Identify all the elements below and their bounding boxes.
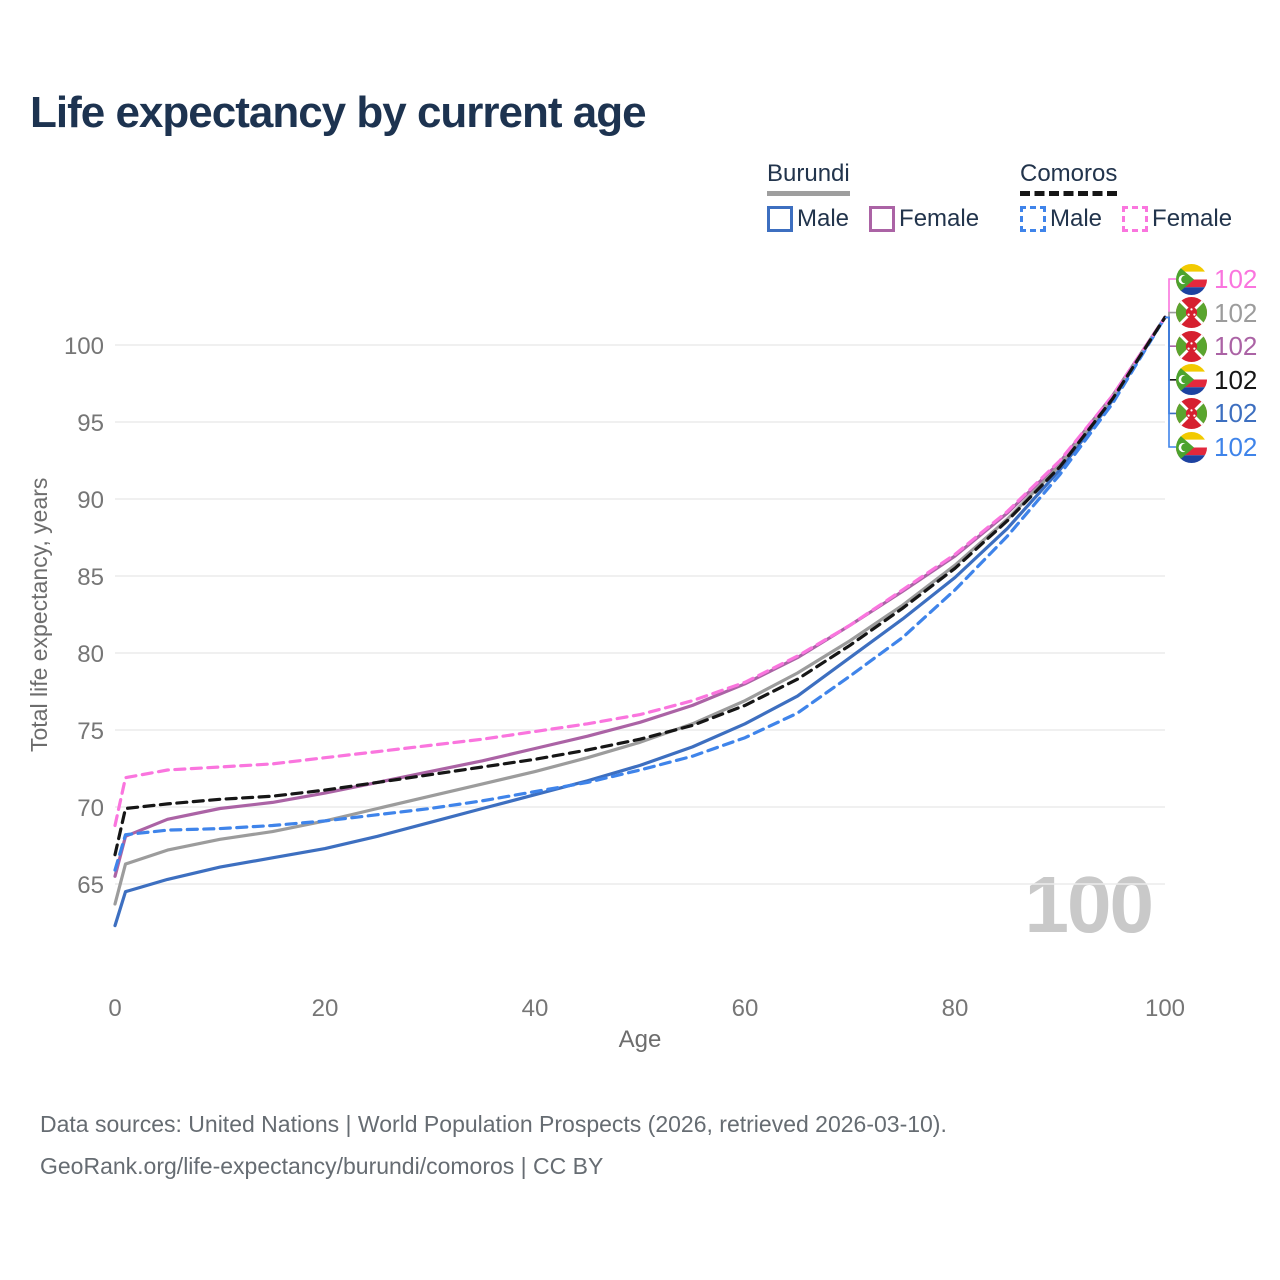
legend-item-comoros-female[interactable]: Female xyxy=(1122,205,1232,233)
y-tick-label: 75 xyxy=(77,718,104,745)
series-line-comoros-male[interactable] xyxy=(113,315,1167,872)
footer-data-sources: Data sources: United Nations | World Pop… xyxy=(40,1111,947,1137)
legend-item-label: Male xyxy=(797,205,850,232)
end-value: 102 xyxy=(1214,398,1258,429)
footer-attribution: GeoRank.org/life-expectancy/burundi/como… xyxy=(40,1153,604,1179)
comoros-flag-icon xyxy=(1176,431,1207,463)
y-tick-label: 100 xyxy=(64,333,104,360)
x-tick-label: 100 xyxy=(1145,995,1185,1022)
page-title: Life expectancy by current age xyxy=(30,88,647,137)
x-tick-label: 40 xyxy=(522,995,549,1022)
series-line-burundi-both[interactable] xyxy=(113,315,1167,906)
burundi-flag-icon xyxy=(1176,330,1207,362)
burundi-flag-icon xyxy=(1176,297,1207,329)
legend-country-burundi[interactable]: Burundi xyxy=(767,160,850,196)
y-tick-label: 65 xyxy=(77,872,104,899)
x-tick-label: 60 xyxy=(732,995,759,1022)
series-end-label-burundi-both-sexes: 102 xyxy=(1176,297,1257,329)
y-tick-label: 70 xyxy=(77,795,104,822)
end-value: 102 xyxy=(1214,432,1258,462)
end-value: 102 xyxy=(1214,264,1258,294)
comoros-male-swatch-icon xyxy=(1020,206,1046,232)
legend-items-comoros: Male Female xyxy=(1020,205,1232,233)
y-tick-label: 90 xyxy=(77,487,104,514)
series-line-burundi-female[interactable] xyxy=(113,315,1167,878)
comoros-flag-icon xyxy=(1176,364,1207,396)
series-end-label-comoros-female: 102 xyxy=(1176,263,1257,295)
legend-item-label: Female xyxy=(1152,205,1233,232)
end-value: 102 xyxy=(1214,297,1258,328)
series-end-label-comoros-male: 102 xyxy=(1176,431,1257,463)
series-line-comoros-both[interactable] xyxy=(113,315,1167,857)
end-value: 102 xyxy=(1214,364,1258,395)
legend-item-burundi-female[interactable]: Female xyxy=(869,205,979,233)
legend-item-comoros-male[interactable]: Male xyxy=(1020,205,1102,233)
legend-item-label: Male xyxy=(1050,205,1103,232)
x-tick-label: 80 xyxy=(942,995,969,1022)
burundi-male-swatch-icon xyxy=(767,206,793,232)
series-end-label-comoros-both-sexes: 102 xyxy=(1176,364,1257,396)
age-frame-watermark: 100 xyxy=(1024,860,1154,949)
legend-item-label: Female xyxy=(899,205,980,232)
x-tick-label: 20 xyxy=(312,995,339,1022)
x-axis-title: Age xyxy=(618,1026,662,1053)
y-tick-label: 85 xyxy=(77,564,104,591)
end-label-leader xyxy=(1165,316,1177,448)
series-line-comoros-female[interactable] xyxy=(113,315,1167,828)
comoros-female-swatch-icon xyxy=(1122,206,1149,232)
legend-group-comoros: Comoros Male Female xyxy=(1020,160,1232,233)
footer: Data sources: United Nations | World Pop… xyxy=(40,1103,947,1187)
y-tick-label: 80 xyxy=(77,641,104,668)
series-line-burundi-male[interactable] xyxy=(113,315,1167,928)
series-end-label-burundi-female: 102 xyxy=(1176,330,1257,362)
legend-item-burundi-male[interactable]: Male xyxy=(767,205,849,233)
legend-country-comoros[interactable]: Comoros xyxy=(1020,160,1118,196)
burundi-flag-icon xyxy=(1176,397,1207,429)
y-tick-label: 95 xyxy=(77,410,104,437)
comoros-flag-icon xyxy=(1176,263,1207,295)
legend-items-burundi: Male Female xyxy=(767,205,979,233)
burundi-female-swatch-icon xyxy=(869,206,896,232)
legend-group-burundi: Burundi Male Female xyxy=(767,160,979,233)
x-tick-label: 0 xyxy=(108,995,121,1022)
end-value: 102 xyxy=(1214,331,1258,362)
series-end-label-burundi-male: 102 xyxy=(1176,397,1257,429)
